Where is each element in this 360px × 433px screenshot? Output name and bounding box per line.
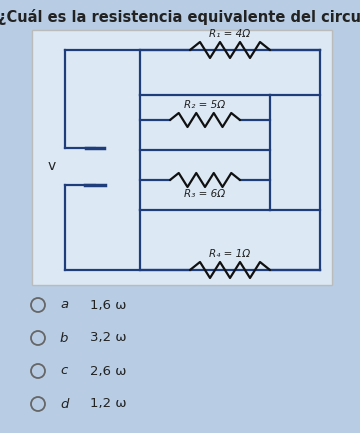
Text: R₂ = 5Ω: R₂ = 5Ω <box>184 100 226 110</box>
Text: ¿Cuál es la resistencia equivalente del circuito?: ¿Cuál es la resistencia equivalente del … <box>0 9 360 25</box>
Text: 2,6 ω: 2,6 ω <box>90 365 126 378</box>
Text: a: a <box>60 298 68 311</box>
Text: 1,2 ω: 1,2 ω <box>90 397 126 410</box>
Text: R₄ = 1Ω: R₄ = 1Ω <box>210 249 251 259</box>
Text: d: d <box>60 397 68 410</box>
Text: R₃ = 6Ω: R₃ = 6Ω <box>184 189 226 199</box>
Text: R₁ = 4Ω: R₁ = 4Ω <box>210 29 251 39</box>
Text: 3,2 ω: 3,2 ω <box>90 332 126 345</box>
Text: 1,6 ω: 1,6 ω <box>90 298 126 311</box>
Text: v: v <box>48 159 56 174</box>
Text: c: c <box>60 365 67 378</box>
Text: b: b <box>60 332 68 345</box>
Bar <box>32 30 332 285</box>
